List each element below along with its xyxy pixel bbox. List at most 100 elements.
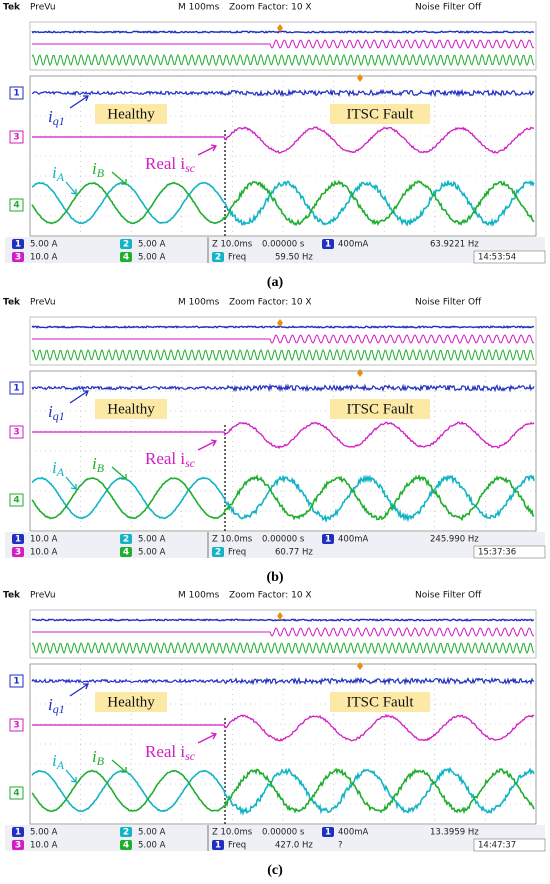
channel-number: 4: [13, 789, 19, 799]
zoom-time: Z 10.0ms: [212, 240, 253, 250]
trace-iq1: [31, 383, 535, 393]
overview-trace: [31, 641, 535, 655]
channel-scale: 5.00 A: [30, 828, 58, 838]
channel-number: 1: [13, 89, 19, 99]
state-box: [330, 399, 430, 419]
chip-number: 2: [123, 828, 129, 838]
scope-panel: Tek PreVu M 100ms Zoom Factor: 10 X Noise Fi…: [3, 298, 546, 585]
healthy-label: Healthy: [107, 106, 155, 122]
chip-number: 4: [123, 548, 129, 558]
noise-filter: Noise Filter Off: [415, 3, 482, 13]
chip-number: 3: [15, 253, 21, 263]
arrow: [69, 683, 89, 697]
brand: Tek: [3, 3, 21, 13]
trace-isc: [32, 421, 535, 450]
arrow: [69, 390, 89, 404]
channel-scale: 5.00 A: [138, 253, 166, 263]
trace-ib: [31, 179, 535, 227]
channel-chip: [322, 239, 334, 249]
zoom-time: Z 10.0ms: [212, 535, 253, 545]
channel-number: 4: [13, 496, 19, 506]
channel-chip: [212, 252, 224, 262]
trace-ia: [31, 179, 535, 227]
channel-scale: 5.00 A: [138, 548, 166, 558]
channel-chip: [12, 252, 24, 262]
brand: Tek: [3, 591, 21, 601]
freq-label: Freq: [228, 253, 246, 263]
channel-chip: [12, 840, 24, 850]
overview-trace: [32, 39, 535, 49]
offset: 0.00000 s: [262, 828, 305, 838]
zoom-marker: [277, 612, 283, 620]
label-real-isc-sub: sc: [185, 749, 196, 763]
channel-marker: [9, 786, 24, 800]
channel-number: 1: [13, 384, 19, 394]
fault-label: ITSC Fault: [346, 694, 414, 710]
channel-chip: [212, 547, 224, 557]
info-bar: [5, 825, 545, 851]
trigger-level: 400mA: [338, 828, 369, 838]
trace-ia: [31, 474, 535, 524]
overview: [29, 21, 537, 71]
label-real-isc-main: Real i: [145, 154, 185, 173]
arrow: [197, 439, 218, 451]
label-real-isc-main: Real i: [145, 449, 185, 468]
label-iq1-main: i: [48, 695, 53, 714]
timestamp: 14:53:54: [478, 253, 516, 263]
arrow: [111, 171, 127, 185]
label-ib-sub: B: [97, 166, 105, 180]
channel-number: 4: [13, 201, 19, 211]
scope-panel: Tek PreVu M 100ms Zoom Factor: 10 X Noise Fi…: [3, 591, 546, 878]
overview-trace: [31, 325, 534, 329]
label-ib-main: i: [92, 454, 97, 473]
channel-marker: [9, 86, 24, 100]
mode: PreVu: [30, 591, 56, 601]
label-iq1-main: i: [48, 402, 53, 421]
label-ib: iB: [92, 159, 105, 180]
freq-label: Freq: [228, 841, 246, 851]
chip-number: 1: [325, 535, 331, 545]
trigger-marker: [357, 74, 363, 82]
zoom-factor: Zoom Factor: 10 X: [229, 298, 312, 308]
label-ib-main: i: [92, 747, 97, 766]
channel-marker: [9, 718, 24, 732]
label-ia-sub: A: [56, 758, 65, 772]
label-ia-main: i: [52, 458, 57, 477]
label-ia: iA: [52, 458, 65, 479]
channel-chip: [120, 840, 132, 850]
channel-marker: [9, 425, 24, 439]
zoom-time: Z 10.0ms: [212, 828, 253, 838]
time-box: [473, 545, 546, 559]
channel-chip: [212, 840, 224, 850]
channel-chip: [12, 547, 24, 557]
channel-scale: 5.00 A: [138, 841, 166, 851]
state-box: [95, 104, 167, 124]
brand: Tek: [3, 298, 21, 308]
offset: 0.00000 s: [262, 535, 305, 545]
channel-chip: [322, 534, 334, 544]
timebase: M 100ms: [178, 298, 220, 308]
label-iq1: iq1: [48, 402, 65, 423]
label-real-isc-sub: sc: [185, 161, 196, 175]
label-ia: iA: [52, 163, 65, 184]
label-iq1-main: i: [48, 107, 53, 126]
healthy-label: Healthy: [107, 694, 155, 710]
fault-label: ITSC Fault: [346, 106, 414, 122]
scope-panel: Tek PreVu M 100ms Zoom Factor: 10 X Noise Fi…: [3, 3, 546, 290]
trace-isc: [32, 714, 535, 742]
channel-number: 3: [13, 133, 19, 143]
state-box: [330, 104, 430, 124]
trigger-level: 400mA: [338, 240, 369, 250]
channel-chip: [120, 534, 132, 544]
info-bar: [5, 237, 545, 263]
channel-chip: [120, 252, 132, 262]
caption: (c): [267, 863, 283, 878]
trigger-marker: [357, 662, 363, 670]
arrow: [111, 466, 127, 480]
channel-scale: 5.00 A: [138, 240, 166, 250]
label-ib-sub: B: [97, 754, 105, 768]
timestamp: 14:47:37: [478, 841, 516, 851]
channel-chip: [12, 534, 24, 544]
channel-scale: 10.0 A: [30, 548, 58, 558]
